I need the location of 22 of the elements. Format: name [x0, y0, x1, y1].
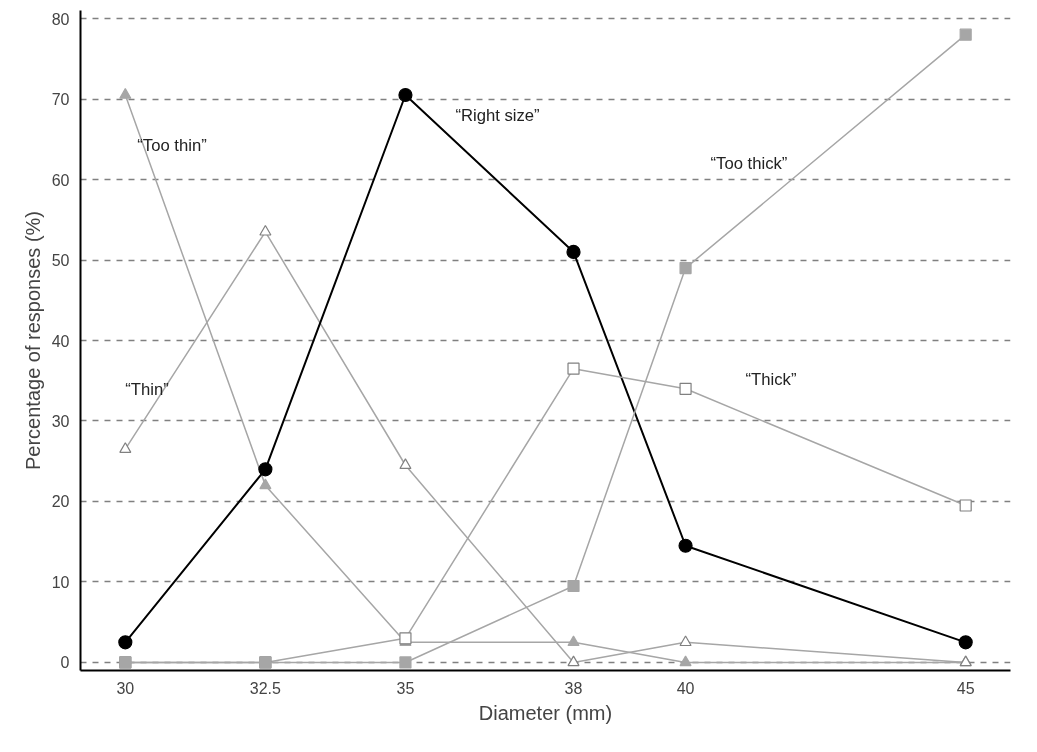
y-tick-label: 60	[51, 171, 70, 189]
series-label: “Too thin”	[137, 136, 207, 156]
y-tick-label: 40	[51, 332, 70, 350]
x-tick-label: 40	[676, 679, 695, 697]
series-label: “Thick”	[745, 369, 797, 389]
y-tick-label: 50	[51, 252, 70, 270]
y-tick-label: 0	[60, 654, 70, 672]
y-tick-label: 10	[51, 573, 70, 591]
y-tick-label: 80	[51, 10, 70, 28]
y-tick-label: 70	[51, 91, 70, 109]
series-label: “Right size”	[455, 106, 540, 126]
x-tick-label: 35	[396, 679, 415, 697]
y-tick-label: 20	[51, 493, 70, 511]
x-axis-title: Diameter (mm)	[478, 701, 613, 724]
x-tick-label: 32.5	[249, 679, 282, 697]
y-tick-label: 30	[51, 412, 70, 430]
y-axis-title: Percentage of responses (%)	[21, 210, 44, 471]
x-tick-label: 45	[956, 679, 975, 697]
x-tick-label: 30	[116, 679, 135, 697]
series-label: “Too thick”	[710, 154, 788, 174]
series-label: “Thin”	[125, 380, 169, 400]
x-tick-label: 38	[564, 679, 583, 697]
